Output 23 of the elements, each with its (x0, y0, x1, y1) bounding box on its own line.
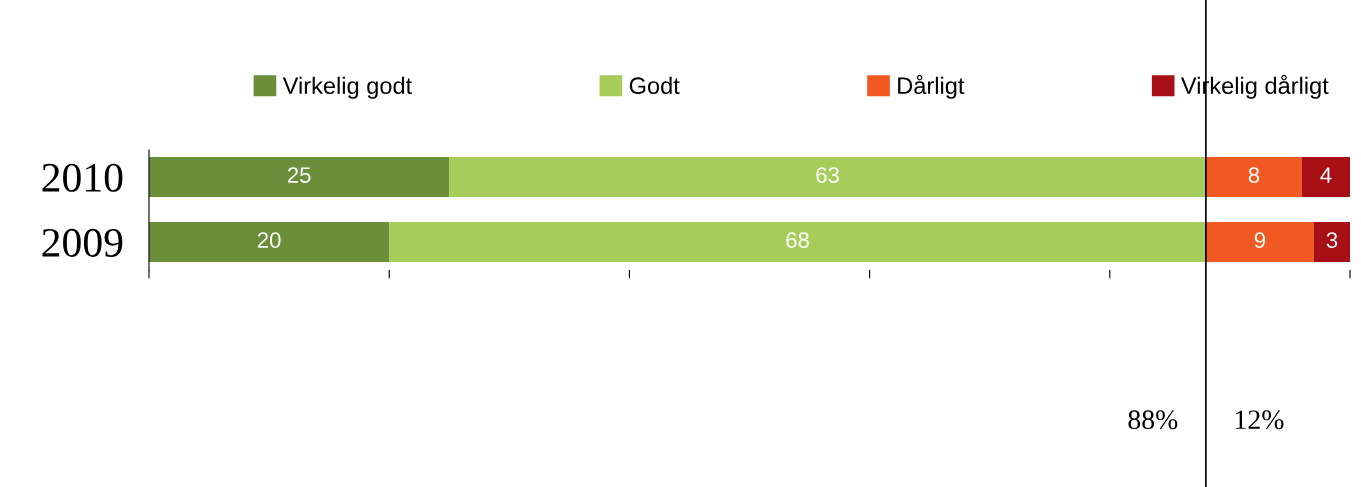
legend-label: Godt (629, 76, 680, 95)
bar (449, 156, 1206, 197)
data-label: 68 (786, 232, 809, 248)
legend-label: Virkelig godt (282, 76, 412, 99)
bar (149, 156, 450, 197)
data-label: 20 (257, 232, 281, 248)
data-label: 3 (1326, 232, 1338, 248)
data-label: 25 (287, 167, 311, 183)
y-tick-label: 2010 (42, 163, 123, 192)
bar (389, 222, 1206, 263)
legend-label: Dårligt (898, 74, 965, 99)
bar (1205, 222, 1314, 263)
text: 12% (1235, 410, 1284, 430)
data-label: 9 (1254, 232, 1266, 248)
bar (1313, 222, 1350, 263)
bar (1205, 156, 1302, 197)
data-label: 63 (816, 167, 839, 183)
bar (1301, 156, 1350, 197)
y-tick-label: 2009 (42, 228, 123, 257)
bar (149, 222, 390, 263)
data-label: 4 (1320, 167, 1332, 183)
text: 88% (1128, 410, 1178, 430)
data-label: 8 (1248, 167, 1260, 183)
